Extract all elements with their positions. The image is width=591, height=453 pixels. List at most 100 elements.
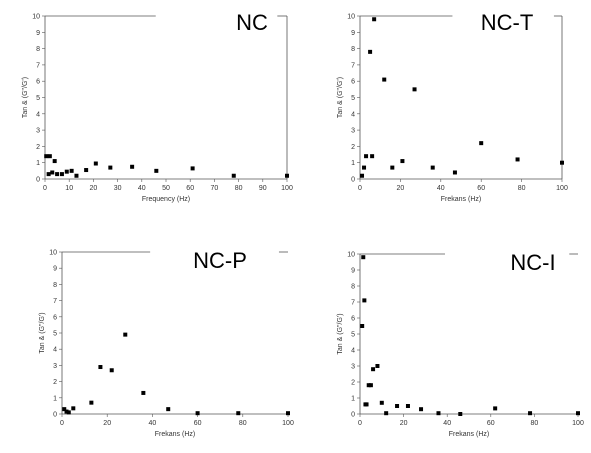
- y-tick-label: 1: [351, 160, 355, 167]
- chart-title: NC-I: [510, 250, 555, 275]
- y-tick-label: 6: [53, 314, 57, 321]
- y-tick-label: 8: [351, 46, 355, 53]
- x-tick-label: 40: [149, 420, 157, 427]
- y-tick-label: 2: [351, 380, 355, 387]
- data-point: [108, 165, 113, 170]
- data-point: [361, 255, 366, 260]
- chart-title: NC-T: [481, 10, 534, 35]
- y-tick-label: 4: [351, 111, 355, 118]
- data-point: [430, 165, 435, 170]
- y-tick-label: 9: [351, 268, 355, 275]
- y-axis-label: Tan & (G"/G'): [337, 77, 344, 118]
- y-tick-label: 3: [53, 363, 57, 370]
- y-tick-label: 8: [53, 282, 57, 289]
- x-tick-label: 30: [114, 185, 122, 192]
- data-point: [236, 411, 241, 416]
- x-tick-label: 60: [194, 420, 202, 427]
- data-point: [166, 407, 171, 412]
- data-point: [375, 364, 380, 368]
- x-tick-label: 20: [400, 420, 408, 427]
- x-tick-label: 60: [487, 420, 495, 427]
- y-tick-label: 10: [49, 250, 57, 257]
- data-point: [362, 298, 367, 303]
- x-tick-label: 0: [358, 185, 362, 192]
- y-tick-label: 5: [351, 332, 355, 339]
- data-point: [154, 168, 159, 173]
- x-tick-label: 80: [235, 185, 243, 192]
- y-axis-label: Tan & (G"/G'): [39, 312, 46, 353]
- data-point: [50, 170, 55, 175]
- data-point: [69, 168, 74, 173]
- x-tick-label: 0: [60, 420, 64, 427]
- data-point: [52, 159, 57, 164]
- y-tick-label: 10: [347, 14, 355, 21]
- data-point: [47, 154, 52, 159]
- x-axis-label: Frequency (Hz): [142, 196, 190, 203]
- x-tick-label: 40: [138, 185, 146, 192]
- y-tick-label: 9: [36, 30, 40, 37]
- y-tick-label: 3: [351, 128, 355, 135]
- data-point: [366, 383, 371, 388]
- data-point: [231, 173, 236, 178]
- data-point: [286, 411, 290, 416]
- x-tick-label: 10: [65, 185, 73, 192]
- y-tick-label: 4: [53, 347, 57, 354]
- data-point: [528, 411, 533, 416]
- chart-title: NC: [236, 10, 268, 35]
- data-point: [141, 390, 146, 395]
- data-point: [360, 324, 365, 328]
- y-tick-label: 7: [351, 62, 355, 69]
- x-tick-label: 100: [572, 420, 584, 427]
- data-point: [123, 332, 128, 337]
- y-tick-label: 3: [36, 128, 40, 135]
- data-point: [368, 49, 373, 54]
- x-tick-label: 60: [477, 185, 485, 192]
- data-point: [419, 407, 424, 412]
- data-point: [84, 168, 89, 173]
- y-tick-label: 2: [53, 379, 57, 386]
- x-tick-label: 0: [358, 420, 362, 427]
- data-point: [360, 173, 365, 178]
- x-axis-label: Frekans (Hz): [155, 431, 195, 438]
- x-tick-label: 20: [397, 185, 405, 192]
- y-tick-label: 4: [36, 111, 40, 118]
- y-tick-label: 1: [53, 395, 57, 402]
- data-point: [412, 87, 417, 92]
- data-point: [400, 159, 405, 164]
- x-tick-label: 50: [162, 185, 170, 192]
- data-point: [384, 411, 389, 416]
- data-point: [98, 365, 103, 370]
- y-tick-label: 3: [351, 364, 355, 371]
- data-point: [74, 173, 79, 178]
- y-tick-label: 0: [351, 412, 355, 419]
- x-axis-label: Frekans (Hz): [441, 196, 481, 203]
- y-tick-label: 8: [36, 46, 40, 53]
- data-point: [382, 77, 387, 82]
- data-point: [458, 412, 463, 416]
- y-tick-label: 5: [53, 331, 57, 338]
- y-tick-label: 0: [351, 177, 355, 184]
- data-point: [370, 154, 375, 159]
- y-tick-label: 6: [36, 79, 40, 86]
- y-tick-label: 2: [351, 144, 355, 151]
- data-point: [130, 164, 135, 169]
- data-point: [66, 410, 71, 415]
- x-tick-label: 40: [437, 185, 445, 192]
- y-axis-label: Tan & (G"/G'): [22, 77, 29, 118]
- y-tick-label: 9: [53, 266, 57, 273]
- y-tick-label: 8: [351, 284, 355, 291]
- data-point: [59, 172, 64, 177]
- data-point: [479, 141, 484, 146]
- data-point: [362, 165, 367, 170]
- x-tick-label: 20: [90, 185, 98, 192]
- y-tick-label: 7: [351, 300, 355, 307]
- x-tick-label: 80: [239, 420, 247, 427]
- y-tick-label: 9: [351, 30, 355, 37]
- y-tick-label: 1: [351, 396, 355, 403]
- data-point: [405, 404, 410, 408]
- y-axis-label: Tan & (G"/G'): [337, 313, 344, 354]
- x-tick-label: 0: [43, 185, 47, 192]
